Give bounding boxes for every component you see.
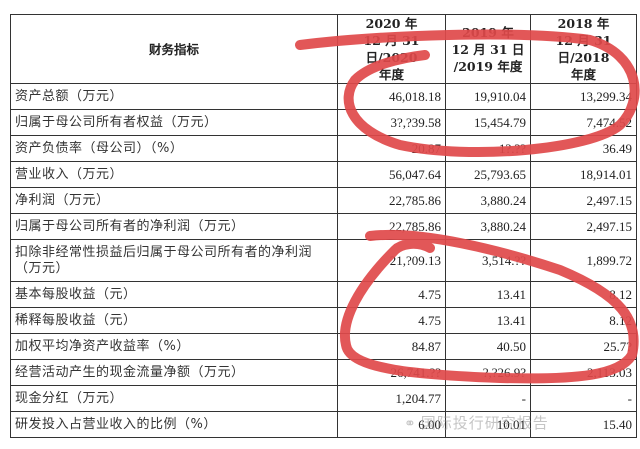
row-label: 资产总额（万元） (10, 83, 338, 110)
cell-2019: - (445, 385, 531, 412)
cell-2018: - (530, 385, 637, 412)
table-row: 经营活动产生的现金流量净额（万元） 26,741.?? ?,?26.9? 2,1… (10, 359, 637, 386)
header-year: 2019 年 (462, 24, 514, 40)
cell-2019: ?,?26.9? (445, 359, 531, 386)
header-date: 12 月 31 日/2018 (555, 33, 612, 65)
row-label: 现金分红（万元） (10, 385, 338, 412)
cell-2019: 3,514.?? (445, 239, 531, 282)
table-row: 基本每股收益（元） 4.75 13.41 8.12 (10, 281, 637, 308)
header-label: 财务指标 (10, 14, 338, 84)
cell-2019: 3,880.24 (445, 213, 531, 240)
cell-2018: 2,497.15 (530, 187, 637, 214)
cell-2020: 21,?09.13 (337, 239, 446, 282)
cell-2019: 40.50 (445, 333, 531, 360)
table-row: 现金分红（万元） 1,204.77 - - (10, 385, 637, 412)
cell-2020: 84.87 (337, 333, 446, 360)
table-row: 扣除非经常性损益后归属于母公司所有者的净利润（万元） 21,?09.13 3,5… (10, 239, 637, 282)
cell-2018: 7,474.52 (530, 109, 637, 136)
table-row: 稀释每股收益（元） 4.75 13.41 8.12 (10, 307, 637, 334)
row-label: 净利润（万元） (10, 187, 338, 214)
row-label: 资产负债率（母公司）（%） (10, 135, 338, 162)
cell-2018: 2,497.15 (530, 213, 637, 240)
row-label: 营业收入（万元） (10, 161, 338, 188)
cell-2018: 18,914.01 (530, 161, 637, 188)
cell-2018: 13,299.34 (530, 83, 637, 110)
cell-2019: 25,793.65 (445, 161, 531, 188)
cell-2019: 1?.?? (445, 135, 531, 162)
cell-2020: 26,741.?? (337, 359, 446, 386)
table-row: 资产总额（万元） 46,018.18 19,910.04 13,299.34 (10, 83, 637, 110)
cell-2018: 36.49 (530, 135, 637, 162)
cell-2019: 13.41 (445, 281, 531, 308)
cell-2020: 22,785.86 (337, 187, 446, 214)
header-period: 年度 (378, 67, 404, 82)
cell-2019: 15,454.79 (445, 109, 531, 136)
cell-2018: 8.12 (530, 307, 637, 334)
cell-2020: 56,047.64 (337, 161, 446, 188)
table-row: 营业收入（万元） 56,047.64 25,793.65 18,914.01 (10, 161, 637, 188)
cell-2020: 1,204.77 (337, 385, 446, 412)
table-row: 归属于母公司所有者的净利润（万元） 22,785.86 3,880.24 2,4… (10, 213, 637, 240)
cell-2020: 4.75 (337, 281, 446, 308)
header-period: 年度 (570, 67, 596, 82)
header-year: 2020 年 (365, 16, 418, 31)
row-label: 稀释每股收益（元） (10, 307, 338, 334)
row-label: 扣除非经常性损益后归属于母公司所有者的净利润（万元） (10, 239, 338, 282)
cell-2018: 8.12 (530, 281, 637, 308)
cell-2019: 19,910.04 (445, 83, 531, 110)
table-header-row: 财务指标 2020 年 12 月 31 日/2020 年度 2019 年 12 … (10, 14, 637, 84)
cell-2020: 22,785.86 (337, 213, 446, 240)
cell-2019: 13.41 (445, 307, 531, 334)
header-col-2020: 2020 年 12 月 31 日/2020 年度 (337, 14, 446, 84)
cell-2020: 3?,?39.58 (337, 109, 446, 136)
cell-2019: 3,880.24 (445, 187, 531, 214)
header-date: 12 月 31 日/2020 (363, 33, 420, 65)
row-label: 经营活动产生的现金流量净额（万元） (10, 359, 338, 386)
financial-indicators-table: 财务指标 2020 年 12 月 31 日/2020 年度 2019 年 12 … (10, 14, 637, 438)
cell-2018: 25.7? (530, 333, 637, 360)
table-row: 研发投入占营业收入的比例（%） 6.00 10.01 15.40 (10, 411, 637, 438)
table-row: 加权平均净资产收益率（%） 84.87 40.50 25.7? (10, 333, 637, 360)
table-row: 资产负债率（母公司）（%） 20.87 1?.?? 36.49 (10, 135, 637, 162)
header-date: 12 月 31 日 (451, 41, 525, 57)
cell-2018: 1,899.72 (530, 239, 637, 282)
cell-2020: 4.75 (337, 307, 446, 334)
table-row: 归属于母公司所有者权益（万元） 3?,?39.58 15,454.79 7,47… (10, 109, 637, 136)
row-label: 归属于母公司所有者权益（万元） (10, 109, 338, 136)
header-col-2019: 2019 年 12 月 31 日 /2019 年度 (445, 14, 531, 84)
row-label: 基本每股收益（元） (10, 281, 338, 308)
row-label: 研发投入占营业收入的比例（%） (10, 411, 338, 438)
cell-2020: 6.00 (337, 411, 446, 438)
header-period: /2019 年度 (453, 58, 523, 74)
cell-2019: 10.01 (445, 411, 531, 438)
cell-2018: 2,113.03 (530, 359, 637, 386)
table-row: 净利润（万元） 22,785.86 3,880.24 2,497.15 (10, 187, 637, 214)
row-label: 归属于母公司所有者的净利润（万元） (10, 213, 338, 240)
cell-2020: 46,018.18 (337, 83, 446, 110)
row-label: 加权平均净资产收益率（%） (10, 333, 338, 360)
header-year: 2018 年 (557, 16, 610, 31)
header-col-2018: 2018 年 12 月 31 日/2018 年度 (530, 14, 637, 84)
cell-2020: 20.87 (337, 135, 446, 162)
cell-2018: 15.40 (530, 411, 637, 438)
